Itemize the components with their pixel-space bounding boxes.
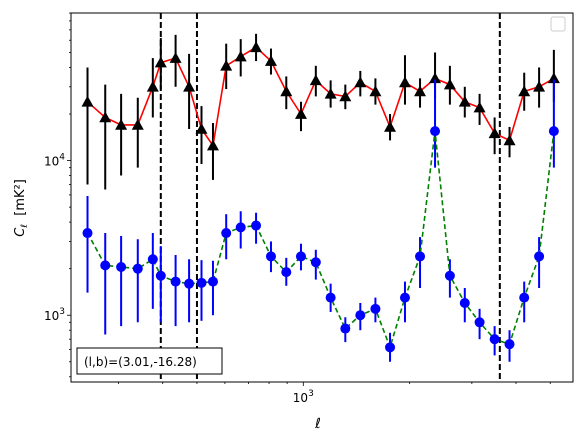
data-point — [503, 134, 516, 146]
data-point — [444, 270, 455, 281]
data-point — [131, 118, 144, 130]
data-point — [384, 120, 397, 132]
data-point — [459, 297, 470, 308]
x-axis-label: ℓ — [314, 416, 321, 432]
data-point — [430, 126, 441, 137]
data-point — [324, 87, 337, 99]
data-point — [265, 251, 276, 262]
data-point — [398, 76, 411, 88]
data-point — [369, 85, 382, 97]
data-point — [184, 278, 195, 289]
annotation-text: (l,b)=(3.01,-16.28) — [84, 355, 197, 369]
data-point — [221, 228, 232, 239]
data-point — [534, 251, 545, 262]
data-point — [370, 303, 381, 314]
data-point — [518, 85, 531, 97]
data-point — [147, 254, 158, 265]
annotation-frame — [76, 347, 223, 375]
data-point — [234, 50, 247, 62]
data-point — [458, 95, 471, 107]
y-tick-label: 104 — [44, 153, 65, 169]
data-point — [169, 52, 182, 63]
y-axis-label: Cℓ [mK²] — [13, 179, 30, 237]
data-point — [443, 78, 456, 90]
data-point — [504, 339, 515, 350]
data-point — [264, 55, 277, 66]
data-point — [116, 262, 127, 273]
data-point — [183, 80, 196, 92]
data-point — [207, 276, 218, 287]
data-point — [340, 323, 351, 334]
data-point — [206, 139, 219, 151]
data-point — [295, 251, 306, 262]
data-point — [414, 85, 427, 97]
data-point — [533, 80, 546, 92]
series-1 — [82, 79, 559, 362]
y-tick-label: 103 — [44, 307, 65, 323]
data-point — [100, 260, 111, 271]
data-point — [399, 292, 410, 303]
data-point — [132, 263, 143, 274]
data-point — [325, 292, 336, 303]
data-point — [99, 111, 112, 123]
data-point — [280, 85, 293, 97]
series-line-1 — [86, 131, 555, 350]
chart-marks — [81, 13, 560, 382]
legend — [550, 16, 566, 32]
data-point — [339, 90, 352, 102]
plot-frame — [70, 12, 574, 383]
data-point — [354, 76, 367, 88]
plot-background — [71, 13, 573, 382]
data-point — [250, 41, 263, 53]
data-point — [309, 74, 322, 86]
axes: 103 103 104 — [44, 12, 574, 405]
data-point — [82, 228, 93, 239]
data-point — [489, 334, 500, 345]
data-point — [281, 267, 292, 278]
data-point — [547, 72, 560, 84]
data-point — [196, 277, 207, 288]
annotation-box: (l,b)=(3.01,-16.28) — [76, 347, 223, 375]
legend-box — [550, 16, 566, 32]
data-point — [251, 220, 262, 231]
data-point — [474, 317, 485, 328]
data-point — [155, 270, 166, 281]
data-point — [415, 251, 426, 262]
plot-area — [71, 13, 573, 382]
data-point — [429, 72, 442, 84]
data-point — [310, 257, 321, 268]
series-0 — [81, 33, 560, 190]
data-point — [170, 276, 181, 287]
data-point — [81, 95, 94, 107]
data-point — [146, 80, 159, 92]
data-point — [355, 310, 366, 321]
data-point — [519, 292, 530, 303]
data-point — [294, 108, 307, 119]
data-point — [473, 101, 486, 113]
data-point — [220, 59, 233, 71]
data-point — [488, 127, 501, 139]
data-point — [154, 56, 167, 68]
x-tick-label: 103 — [293, 389, 314, 405]
data-point — [115, 118, 128, 130]
data-point — [195, 123, 208, 134]
data-point — [385, 342, 396, 353]
data-point — [235, 222, 246, 233]
data-point — [548, 126, 559, 137]
